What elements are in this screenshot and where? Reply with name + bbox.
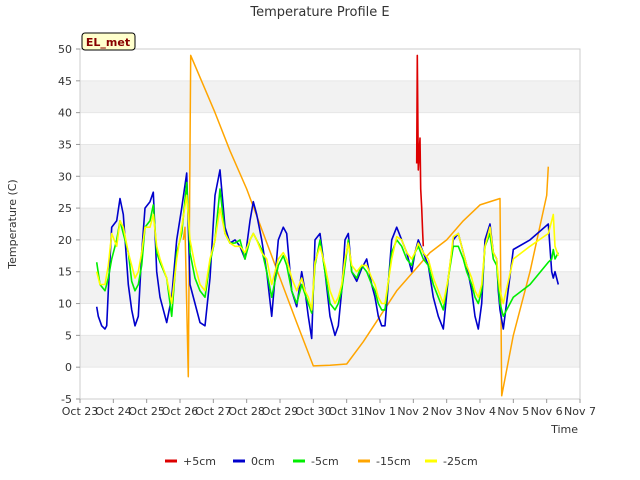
legend-item: -15cm [358,455,411,468]
x-tick-label: Oct 23 [62,405,99,418]
series-line-minus5cm [95,181,560,318]
legend-label: +5cm [183,455,216,468]
x-tick-label: Nov 6 [531,405,563,418]
y-tick-label: 5 [65,329,72,342]
grid-band [80,208,580,240]
y-tick-label: 45 [58,75,72,88]
x-tick-label: Oct 28 [228,405,265,418]
legend-label: -5cm [311,455,339,468]
site-label-box: EL_met [81,32,136,51]
chart-title: Temperature Profile E [249,5,389,20]
legend: +5cm 0cm -5cm -15cm -25cm [165,455,478,468]
legend-item: +5cm [165,455,216,468]
legend-item: 0cm [233,455,275,468]
x-tick-label: Nov 5 [497,405,529,418]
x-tick-label: Oct 29 [262,405,299,418]
grid-band [80,80,580,113]
legend-label: 0cm [251,455,275,468]
x-tick-label: Nov 2 [397,405,429,418]
legend-item: -25cm [425,455,478,468]
grid-band [80,335,580,368]
y-axis-label: Temperature (C) [6,179,19,269]
site-label-background [81,32,136,51]
x-tick-label: Oct 24 [95,405,132,418]
series-line-plus5cm [415,54,425,247]
y-tick-label: 15 [58,266,72,279]
x-tick-label: Nov 4 [464,405,496,418]
legend-label: -25cm [443,455,478,468]
y-tick-label: 25 [58,202,72,215]
plot-frame [79,48,581,400]
series-line-minus25cm [95,194,560,311]
legend-item: -5cm [293,455,339,468]
grid-band [80,144,580,177]
x-tick-label: Oct 27 [195,405,232,418]
x-tick-label: Nov 7 [564,405,596,418]
x-tick-label: Nov 1 [364,405,396,418]
y-tick-label: -5 [61,393,72,406]
y-axis-ticks: -5 0 5 10 15 20 25 30 35 40 45 50 [58,43,80,406]
y-tick-label: 40 [58,107,72,120]
series-layer [95,54,560,397]
x-tick-label: Nov 3 [431,405,463,418]
legend-label: -15cm [376,455,411,468]
x-tick-label: Oct 30 [295,405,332,418]
y-tick-label: 35 [58,138,72,151]
y-tick-label: 30 [58,170,72,183]
y-tick-label: 0 [65,361,72,374]
y-tick-label: 20 [58,234,72,247]
x-tick-label: Oct 26 [162,405,199,418]
x-tick-label: Oct 31 [328,405,365,418]
series-line-minus15cm [182,54,550,397]
y-tick-label: 50 [58,43,72,56]
x-tick-label: Oct 25 [128,405,165,418]
site-label-text: EL_met [86,36,130,49]
x-axis-label: Time [550,423,578,436]
y-tick-label: 10 [58,298,72,311]
